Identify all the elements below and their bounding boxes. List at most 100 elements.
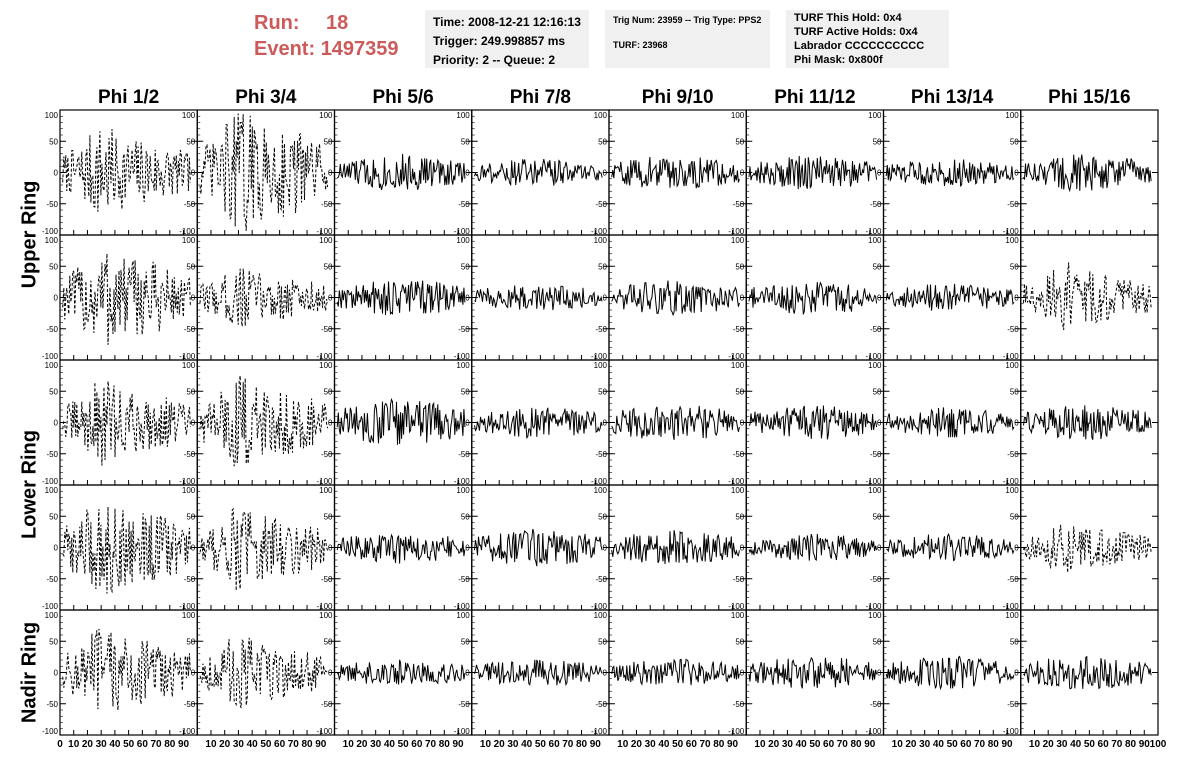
- waveform-trace: [336, 397, 466, 445]
- x-tick-label: 50: [672, 739, 684, 750]
- waveform-trace: [748, 533, 878, 562]
- y-tick-label: 0: [603, 294, 608, 303]
- y-tick-label: 0: [740, 669, 745, 678]
- y-tick-label: -100: [316, 727, 333, 736]
- waveform-trace: [199, 507, 329, 591]
- y-tick-label: -100: [316, 602, 333, 611]
- y-tick-label: -50: [870, 325, 882, 334]
- x-tick-label: 80: [850, 739, 862, 750]
- run-event-label: Run: 18 Event: 1497359: [254, 10, 399, 62]
- waveform-trace: [474, 528, 603, 567]
- y-tick-label: 0: [1014, 419, 1019, 428]
- x-tick-label: 30: [1056, 739, 1068, 750]
- column-header: Phi 3/4: [235, 87, 297, 108]
- event-label: Event:: [254, 38, 316, 60]
- y-tick-label: 0: [877, 169, 882, 178]
- y-tick-label: -100: [865, 602, 882, 611]
- y-tick-label: -100: [1003, 727, 1020, 736]
- x-tick-label: 50: [398, 739, 410, 750]
- y-tick-label: 0: [465, 669, 470, 678]
- waveform-trace: [611, 280, 740, 317]
- turf-count-line: TURF: 23968: [613, 40, 668, 50]
- y-tick-label: 100: [456, 486, 470, 495]
- y-tick-label: 100: [594, 111, 608, 120]
- turf-info-box: TURF This Hold: 0x4 TURF Active Holds: 0…: [786, 10, 949, 68]
- x-tick-label: 60: [960, 739, 972, 750]
- time-info-box: Time: 2008-12-21 12:16:13 Trigger: 249.9…: [425, 10, 589, 68]
- waveform-panel: -100 -50 0 50 100: [591, 609, 747, 736]
- y-tick-label: -50: [733, 325, 745, 334]
- y-tick-label: 100: [319, 486, 333, 495]
- labrador-line: Labrador CCCCCCCCCC: [794, 40, 925, 52]
- trig-num-line: Trig Num: 23959 -- Trig Type: PPS2: [613, 15, 762, 25]
- y-tick-label: -100: [179, 727, 196, 736]
- y-tick-label: -50: [595, 200, 607, 209]
- y-tick-label: -100: [728, 352, 745, 361]
- x-tick-label: 80: [164, 739, 176, 750]
- y-tick-label: -100: [42, 727, 59, 736]
- waveform-panel: -100 -50 0 50 100: [865, 609, 1022, 736]
- y-tick-label: 100: [594, 361, 608, 370]
- y-tick-label: -50: [733, 200, 745, 209]
- y-tick-label: 100: [868, 236, 882, 245]
- waveform-panel: -100 -50 0 50 100: [591, 234, 747, 361]
- x-tick-label: 100: [1150, 739, 1167, 750]
- y-tick-label: -50: [458, 575, 470, 584]
- y-tick-label: 100: [182, 361, 196, 370]
- y-tick-label: -100: [454, 227, 471, 236]
- y-tick-label: -100: [1003, 227, 1020, 236]
- x-tick-label: 90: [452, 739, 464, 750]
- y-tick-label: 0: [877, 544, 882, 553]
- y-tick-label: 100: [868, 486, 882, 495]
- y-tick-label: 0: [465, 544, 470, 553]
- waveform-panel: -100 -50 0 50 100: [179, 109, 336, 236]
- y-tick-label: 50: [186, 512, 195, 521]
- y-tick-label: -50: [184, 575, 196, 584]
- x-tick-label: 80: [301, 739, 313, 750]
- y-tick-label: 0: [54, 294, 59, 303]
- y-tick-label: -100: [1003, 352, 1020, 361]
- y-tick-label: -100: [42, 477, 59, 486]
- waveform-panel: -100 -50 0 50 100: [1003, 609, 1159, 736]
- y-tick-label: -50: [1007, 575, 1019, 584]
- waveform-panel: -100 -50 0 50 100: [454, 609, 610, 736]
- y-tick-label: 100: [731, 486, 745, 495]
- x-tick-label: 90: [864, 739, 876, 750]
- y-tick-label: -50: [46, 450, 58, 459]
- y-tick-label: 100: [868, 111, 882, 120]
- panel-frame: [608, 109, 747, 236]
- x-tick-label: 20: [82, 739, 94, 750]
- y-tick-label: -50: [46, 200, 58, 209]
- y-tick-label: 50: [324, 387, 333, 396]
- y-tick-label: 50: [461, 387, 470, 396]
- phi-mask-line: Phi Mask: 0x800f: [794, 54, 883, 66]
- y-tick-label: -100: [591, 477, 608, 486]
- waveform-panel: -100 -50 0 50 100: [454, 359, 610, 486]
- x-tick-label: 40: [521, 739, 533, 750]
- x-tick-label: 90: [1139, 739, 1151, 750]
- y-tick-label: -50: [870, 700, 882, 709]
- waveform-trace: [885, 283, 1015, 311]
- y-tick-label: -50: [458, 700, 470, 709]
- y-tick-label: -100: [454, 352, 471, 361]
- y-tick-label: 0: [191, 669, 196, 678]
- x-tick-label: 10: [754, 739, 766, 750]
- waveform-trace: [885, 407, 1015, 438]
- y-tick-label: -100: [865, 227, 882, 236]
- x-tick-label: 20: [768, 739, 780, 750]
- y-tick-label: -100: [591, 727, 608, 736]
- y-tick-label: -100: [316, 352, 333, 361]
- y-tick-label: -50: [870, 450, 882, 459]
- y-tick-label: -50: [733, 450, 745, 459]
- y-tick-label: 100: [731, 611, 745, 620]
- x-tick-label: 30: [233, 739, 245, 750]
- y-tick-label: 0: [328, 544, 333, 553]
- y-tick-label: 100: [45, 486, 59, 495]
- y-tick-label: -100: [728, 227, 745, 236]
- turf-active-line: TURF Active Holds: 0x4: [794, 26, 918, 38]
- panel-frame: [471, 484, 610, 611]
- waveform-panel: -100 -50 0 50 100: [42, 109, 198, 236]
- y-tick-label: -50: [733, 575, 745, 584]
- x-tick-label: 70: [151, 739, 163, 750]
- y-tick-label: 50: [873, 137, 882, 146]
